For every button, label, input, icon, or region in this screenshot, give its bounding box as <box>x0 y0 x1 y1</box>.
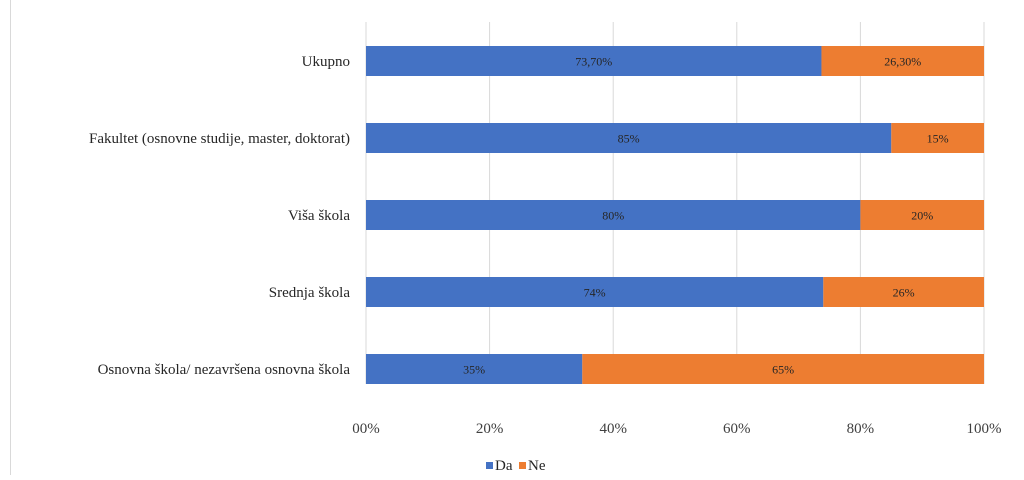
bar-ne <box>860 200 984 230</box>
bar-da <box>366 277 824 307</box>
category-label: Viša škola <box>288 208 350 224</box>
category-label: Fakultet (osnovne studije, master, dokto… <box>89 131 350 147</box>
bar-ne <box>891 123 984 153</box>
data-label: 65% <box>772 363 794 377</box>
bars: 73,70% 26,30% 85% 15% 80% 20% 74% 26% 35% 65% <box>366 46 984 384</box>
data-label: 26,30% <box>884 55 921 69</box>
bar-da <box>366 200 861 230</box>
x-tick-label: 40% <box>599 421 627 437</box>
category-label: Osnovna škola/ nezavršena osnovna škola <box>98 362 351 378</box>
category-label: Ukupno <box>302 54 350 70</box>
data-label: 74% <box>584 286 606 300</box>
data-label: 35% <box>463 363 485 377</box>
category-label: Srednja škola <box>269 285 351 301</box>
bar-da <box>366 123 892 153</box>
x-tick-label: 80% <box>847 421 875 437</box>
x-tick-label: 20% <box>476 421 504 437</box>
legend-label: Da <box>495 458 513 474</box>
category-labels: Ukupno Fakultet (osnovne studije, master,… <box>89 54 350 378</box>
x-tick-label: 60% <box>723 421 751 437</box>
data-label: 15% <box>927 132 949 146</box>
data-label: 80% <box>602 209 624 223</box>
legend-label: Ne <box>528 458 546 474</box>
x-tick-labels: 00% 20% 40% 60% 80% 100% <box>352 421 1001 437</box>
data-label: 20% <box>911 209 933 223</box>
bar-da <box>366 46 822 76</box>
legend-swatch-ne <box>519 462 526 469</box>
legend: Da Ne <box>486 458 546 474</box>
data-label: 73,70% <box>575 55 612 69</box>
bar-ne <box>823 277 984 307</box>
x-tick-label: 00% <box>352 421 380 437</box>
x-tick-label: 100% <box>967 421 1002 437</box>
bar-ne <box>821 46 984 76</box>
data-label: 85% <box>618 132 640 146</box>
left-border-line <box>10 0 11 475</box>
bar-da <box>366 354 583 384</box>
data-label: 26% <box>893 286 915 300</box>
legend-swatch-da <box>486 462 493 469</box>
bar-ne <box>582 354 984 384</box>
